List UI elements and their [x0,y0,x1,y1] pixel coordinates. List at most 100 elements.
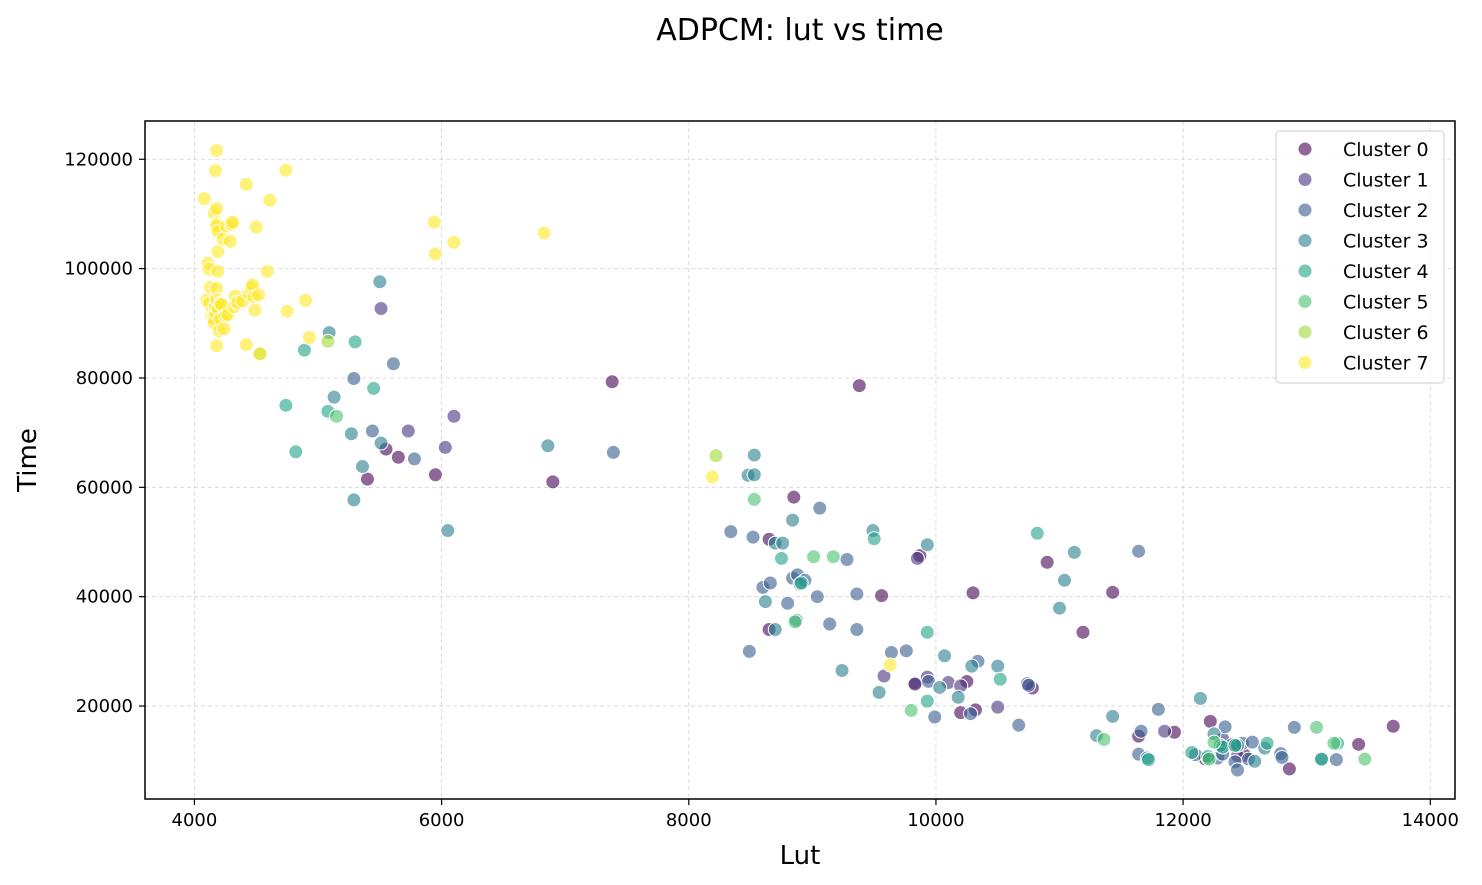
data-point [767,622,783,637]
data-point [822,616,838,632]
data-point [1150,701,1166,717]
data-point [210,244,226,260]
data-point [296,342,312,358]
y-tick-label: 80000 [76,368,133,389]
data-point [1259,735,1275,751]
data-point [373,435,389,451]
data-point [252,346,268,362]
data-point [950,689,966,705]
data-point [346,492,362,508]
data-point [786,489,802,505]
data-point [785,512,801,528]
data-point [1314,751,1330,767]
data-point [834,663,850,679]
legend-label: Cluster 2 [1343,200,1429,222]
grid-lines [145,121,1455,799]
data-point [347,334,363,350]
data-point [440,523,456,539]
data-point [346,371,362,387]
data-point [932,679,948,695]
data-point [1011,717,1027,733]
data-point [883,644,899,660]
data-point [1131,543,1147,559]
data-point [259,263,275,279]
data-point [1075,624,1091,640]
legend-label: Cluster 3 [1343,231,1429,253]
data-point [757,594,773,610]
data-point [708,448,724,464]
data-point [238,337,254,353]
data-point [882,657,898,673]
data-point [247,302,263,318]
data-point [446,408,462,424]
data-point [278,162,294,178]
data-point [427,467,443,483]
data-point [1133,723,1149,739]
x-tick-label: 10000 [907,810,964,831]
data-point [874,588,890,604]
data-point [372,274,388,290]
data-point [1328,752,1344,768]
data-point [851,378,867,394]
data-point [965,585,981,601]
legend: Cluster 0 Cluster 1 Cluster 2 Cluster 3 Clus… [1275,130,1445,384]
data-point [209,338,225,354]
data-point [963,706,979,722]
data-point [937,648,953,664]
legend-marker [1297,233,1313,248]
data-point [1192,690,1208,706]
data-point [278,397,294,413]
data-point [320,333,336,349]
data-point [849,586,865,602]
data-point [210,263,226,279]
data-point [437,439,453,455]
data-point [355,459,371,475]
series-cluster-0 [359,374,1401,777]
data-point [1229,762,1245,778]
data-point [385,356,401,372]
x-tick-label: 4000 [172,810,218,831]
data-point [1201,751,1217,767]
data-point [746,467,762,483]
data-point [238,176,254,192]
data-point [992,671,1008,687]
data-point [427,246,443,262]
x-tick-label: 6000 [419,810,465,831]
data-point [1244,734,1260,750]
y-tick-label: 60000 [76,477,133,498]
data-point [390,449,406,465]
data-point [426,214,442,230]
data-point [1286,719,1302,735]
y-tick-label: 20000 [76,696,133,717]
data-point [225,214,241,230]
data-point [1281,761,1297,777]
series-cluster-2 [346,356,1344,778]
data-point [536,225,552,241]
series-cluster-4 [278,334,1346,768]
data-point [251,287,267,303]
data-point [1227,737,1243,753]
x-tick-label: 14000 [1402,810,1459,831]
data-point [604,374,620,390]
data-points [196,143,1401,778]
data-point [1247,753,1263,769]
y-axis-label: Time [13,428,43,493]
legend-label: Cluster 1 [1343,170,1429,192]
legend-marker [1297,355,1313,370]
series-cluster-3 [321,274,1330,769]
data-point [746,491,762,507]
data-point [406,451,422,467]
legend-label: Cluster 4 [1343,261,1429,283]
data-point [1206,734,1222,750]
data-point [329,408,345,424]
data-point [1274,749,1290,765]
data-point [540,438,556,454]
data-point [298,292,314,308]
data-point [990,658,1006,674]
legend-label: Cluster 6 [1343,322,1429,344]
legend-marker [1297,172,1313,187]
data-point [762,575,778,591]
data-point [866,531,882,547]
data-point [825,549,841,565]
